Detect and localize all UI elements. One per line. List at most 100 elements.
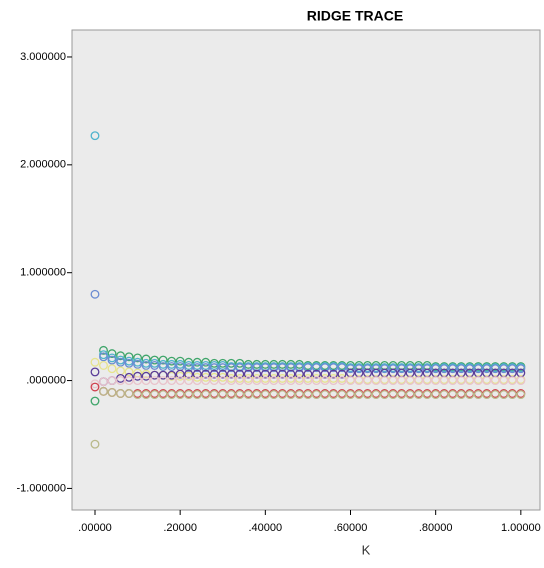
point xyxy=(90,439,100,449)
y-tick-label: 2.000000 xyxy=(20,159,66,171)
point xyxy=(99,345,108,355)
x-tick-label: .40000 xyxy=(249,522,283,534)
point xyxy=(260,376,270,386)
point xyxy=(167,356,177,366)
point xyxy=(337,363,347,373)
point xyxy=(465,390,475,400)
point xyxy=(499,376,509,386)
point xyxy=(320,390,330,400)
point xyxy=(286,376,296,386)
point xyxy=(431,376,441,386)
point xyxy=(448,390,458,400)
point xyxy=(175,376,185,386)
point xyxy=(252,363,262,373)
point xyxy=(167,390,177,400)
point xyxy=(320,369,330,379)
point xyxy=(405,376,415,386)
point xyxy=(184,390,194,400)
point xyxy=(277,376,287,386)
point xyxy=(260,390,270,400)
point xyxy=(363,376,372,386)
point xyxy=(456,376,466,386)
point xyxy=(184,357,194,367)
point xyxy=(158,376,168,386)
y-tick-label: 1.000000 xyxy=(20,267,66,279)
point xyxy=(133,371,143,381)
point xyxy=(490,376,500,386)
point xyxy=(116,389,125,398)
point xyxy=(243,363,253,373)
point xyxy=(337,369,347,379)
point xyxy=(346,364,355,374)
point xyxy=(277,363,287,373)
point xyxy=(116,351,125,361)
point xyxy=(397,390,407,400)
x-axis-label: K xyxy=(362,542,371,557)
point xyxy=(269,376,279,386)
point xyxy=(277,390,287,400)
point xyxy=(90,367,100,377)
point xyxy=(124,372,134,382)
point xyxy=(516,376,526,386)
point xyxy=(286,363,296,373)
point xyxy=(192,372,202,382)
point xyxy=(141,376,151,386)
point xyxy=(175,369,185,379)
point xyxy=(107,376,117,386)
point xyxy=(473,364,483,374)
point xyxy=(116,376,125,386)
point xyxy=(158,355,168,365)
point xyxy=(184,363,194,373)
point xyxy=(133,390,143,400)
point xyxy=(150,370,160,380)
point xyxy=(303,390,313,400)
point xyxy=(507,390,517,400)
point xyxy=(226,390,236,400)
point xyxy=(124,352,134,362)
point xyxy=(414,390,424,400)
point xyxy=(124,358,134,368)
point xyxy=(141,371,151,381)
point xyxy=(456,364,466,374)
point xyxy=(226,369,236,379)
point xyxy=(235,390,245,400)
point xyxy=(133,376,143,386)
y-tick-label: .000000 xyxy=(26,374,66,386)
point xyxy=(431,364,441,374)
point xyxy=(422,364,432,374)
y-tick-label: -1.000000 xyxy=(16,482,66,494)
point xyxy=(201,357,211,367)
point xyxy=(363,390,372,400)
point xyxy=(405,390,415,400)
point xyxy=(141,390,151,400)
point xyxy=(286,390,296,400)
point xyxy=(320,363,330,373)
point xyxy=(329,369,338,379)
point xyxy=(209,390,219,400)
point xyxy=(414,364,424,374)
point xyxy=(218,363,228,373)
point xyxy=(260,363,270,373)
point xyxy=(90,396,100,406)
point xyxy=(192,357,202,367)
point xyxy=(431,390,441,400)
point xyxy=(269,363,279,373)
point xyxy=(422,390,432,400)
point xyxy=(150,361,160,370)
point xyxy=(294,363,304,373)
point xyxy=(175,390,185,400)
point xyxy=(303,369,313,379)
point xyxy=(107,364,117,374)
point xyxy=(303,376,313,386)
point xyxy=(294,376,304,386)
point xyxy=(277,369,287,379)
point xyxy=(252,376,262,386)
point xyxy=(346,376,355,386)
point xyxy=(226,363,236,373)
point xyxy=(371,390,381,400)
point xyxy=(294,390,304,400)
point xyxy=(311,369,321,379)
point xyxy=(235,363,245,373)
point xyxy=(99,361,108,370)
